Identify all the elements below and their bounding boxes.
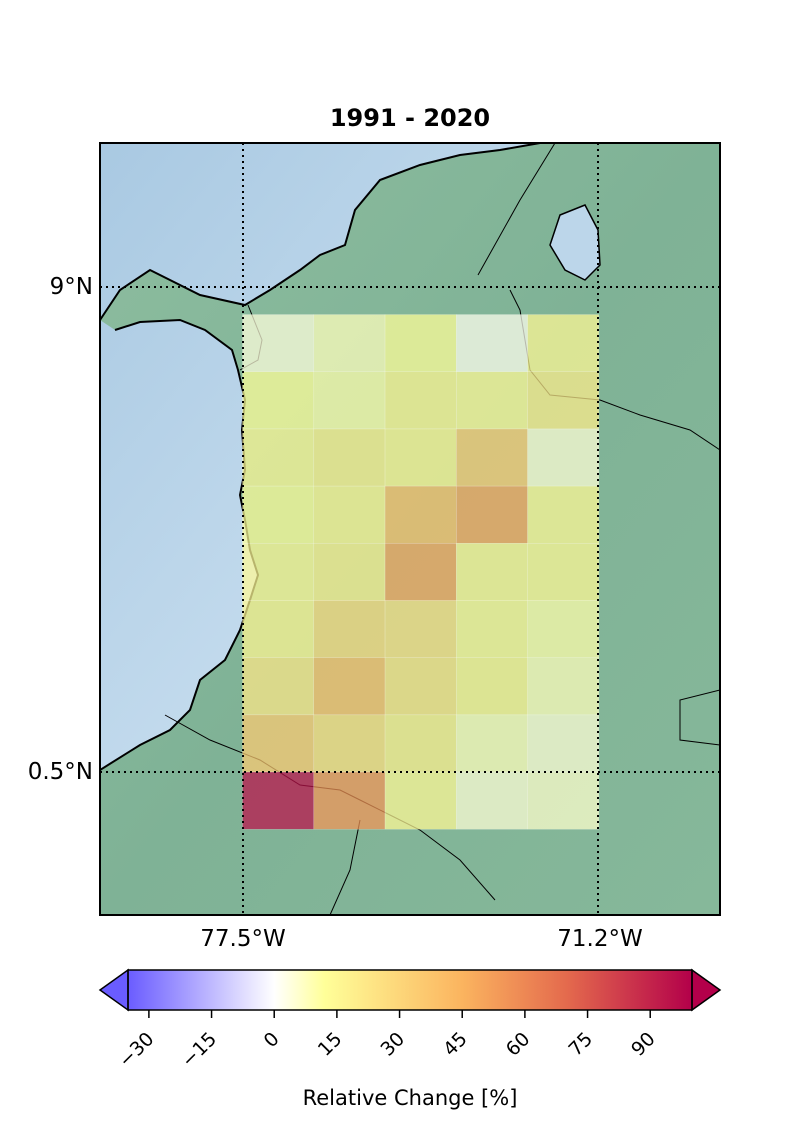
colorbar-tick-label: 60 [502, 1028, 535, 1061]
heat-cell [384, 543, 457, 601]
lon-label-77-5w: 77.5°W [200, 926, 285, 952]
heat-cell [384, 714, 457, 773]
gridlines [100, 143, 720, 915]
heat-cell [527, 371, 600, 430]
heat-cell [242, 428, 315, 487]
colorbar-tick-label: 75 [564, 1028, 597, 1061]
heat-cell [242, 371, 315, 430]
heat-cell [242, 714, 315, 773]
colorbar-extend-low [98, 968, 129, 1012]
heat-cell [384, 428, 457, 487]
heat-cell [313, 600, 386, 658]
colorbar-label: Relative Change [%] [303, 1086, 518, 1110]
colorbar-tick-label: −30 [115, 1028, 159, 1072]
heat-cell [384, 771, 457, 830]
colorbar-ticks: −30 −15 0 15 30 45 60 75 90 [115, 1010, 660, 1072]
lon-label-71-2w: 71.2°W [557, 926, 642, 952]
heat-cell [456, 371, 528, 430]
heat-cell [313, 428, 386, 487]
heat-cell [456, 485, 528, 544]
heat-cell [242, 314, 315, 372]
heat-cell [456, 428, 528, 487]
heat-cell [313, 543, 386, 601]
heat-cell [456, 314, 528, 372]
heat-cell [456, 543, 528, 601]
colorbar-tick-label: 45 [439, 1028, 472, 1061]
colorbar-tick-label: 0 [260, 1028, 284, 1052]
heat-cell [384, 314, 457, 372]
heat-cell [527, 714, 600, 773]
colorbar-body [128, 970, 692, 1010]
heat-cell [242, 771, 315, 830]
heat-cell [242, 657, 315, 716]
heat-cell [527, 485, 600, 544]
heat-cell [313, 657, 386, 716]
heat-cell [384, 485, 457, 544]
heat-cell [242, 485, 315, 544]
heat-cell [313, 771, 386, 830]
heat-cell [527, 428, 600, 487]
heat-cell [456, 771, 528, 830]
heat-cell [456, 600, 528, 658]
colorbar-outline [127, 969, 693, 1011]
heat-cell [313, 314, 386, 372]
lat-label-9n: 9°N [50, 274, 93, 300]
colorbar: −30 −15 0 15 30 45 60 75 90 Relative Change [%] [98, 968, 722, 1110]
heat-cell [527, 600, 600, 658]
heat-cell [527, 657, 600, 716]
lake-maracaibo [549, 204, 601, 281]
colorbar-tick-label: 30 [376, 1028, 409, 1061]
heat-cell [527, 543, 600, 601]
heat-cell [527, 314, 600, 372]
heat-cell [313, 371, 386, 430]
heat-cell [527, 771, 600, 830]
heat-cell [456, 714, 528, 773]
heat-cell [242, 600, 315, 658]
map-frame [99, 142, 721, 916]
heat-cell [384, 657, 457, 716]
colorbar-tick-label: −15 [177, 1028, 221, 1072]
heatmap-cells [242, 314, 600, 830]
colorbar-tick-label: 15 [314, 1028, 347, 1061]
heat-cell [384, 371, 457, 430]
heat-cell [242, 543, 315, 601]
chart-title: 1991 - 2020 [330, 104, 490, 132]
heat-cell [313, 485, 386, 544]
heat-cell [456, 657, 528, 716]
colorbar-extend-high [691, 968, 722, 1012]
heat-cell [384, 600, 457, 658]
colorbar-tick-label: 90 [627, 1028, 660, 1061]
heat-cell [313, 714, 386, 773]
lat-label-0-5n: 0.5°N [28, 759, 93, 785]
